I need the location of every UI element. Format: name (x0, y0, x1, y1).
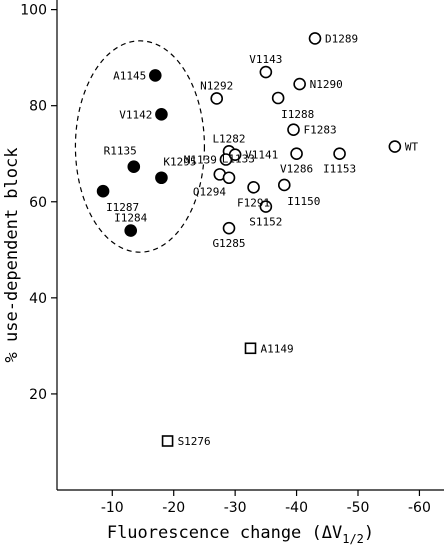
data-label-I1287: I1287 (106, 201, 139, 214)
data-point-A1149 (244, 342, 257, 355)
data-point-S1276 (161, 435, 174, 447)
data-label-Q1294: Q1294 (193, 186, 226, 199)
x-axis-title-main: Fluorescence change (ΔV (107, 523, 342, 543)
data-point-K1295 (155, 171, 168, 185)
data-label-N1290: N1290 (310, 78, 343, 91)
x-axis-title: Fluorescence change (ΔV1/2) (107, 523, 374, 546)
data-label-L1133: L1133 (222, 152, 255, 165)
x-tick-label: -30 (224, 500, 247, 516)
data-point-WT (388, 140, 402, 153)
x-tick-label: -10 (101, 500, 124, 516)
data-label-WT: WT (405, 141, 419, 154)
data-label-V1141: V1141 (245, 149, 278, 162)
data-label-M1139: M1139 (184, 153, 217, 166)
data-label-K1295: K1295 (163, 156, 196, 169)
data-point-Q1294 (222, 171, 236, 185)
data-point-G1285 (222, 221, 236, 235)
data-label-G1285: G1285 (212, 237, 245, 250)
data-point-I1287 (96, 184, 110, 198)
data-point-V1143 (259, 65, 273, 79)
axes (56, 0, 444, 491)
data-point-I1284 (124, 224, 138, 237)
data-label-L1282: L1282 (212, 132, 245, 145)
data-label-V1286: V1286 (280, 163, 313, 176)
data-point-V1141 (228, 148, 242, 161)
x-tick-label: -40 (285, 500, 308, 516)
data-label-R1135: R1135 (104, 145, 137, 158)
data-point-D1289 (308, 32, 322, 45)
data-label-S1152: S1152 (249, 216, 282, 229)
y-axis-title: % use-dependent block (2, 148, 22, 363)
tick-group: -10 -20 -30 -40 -50 -60 20 40 60 80 100 (20, 3, 431, 516)
y-tick-label: 20 (29, 387, 47, 403)
x-axis-title-subscript: 1/2 (342, 532, 364, 546)
data-point-V1142 (155, 108, 168, 121)
data-label-A1149: A1149 (261, 342, 294, 355)
x-tick-label: -60 (408, 500, 431, 516)
data-label-S1276: S1276 (178, 435, 211, 448)
x-tick-label: -50 (347, 500, 370, 516)
x-axis-title-close: ) (364, 523, 374, 543)
data-point-I1150 (277, 178, 291, 192)
data-point-A1145 (148, 69, 162, 82)
data-point-R1135 (127, 160, 141, 173)
data-label-D1289: D1289 (325, 32, 358, 45)
data-point-N1292 (210, 92, 224, 105)
data-point-I1153 (333, 147, 346, 161)
y-tick-label: 80 (29, 99, 47, 115)
data-point-F1291 (247, 181, 260, 194)
highlight-region-group (74, 40, 206, 253)
y-tick-label: 40 (29, 291, 47, 307)
data-label-F1291: F1291 (237, 196, 270, 209)
data-label-A1145: A1145 (113, 69, 146, 82)
data-label-N1292: N1292 (200, 79, 233, 92)
data-label-V1143: V1143 (249, 53, 282, 66)
y-tick-label: 100 (20, 3, 47, 19)
data-label-V1142: V1142 (119, 108, 152, 121)
marker-group (96, 32, 402, 447)
data-label-I1153: I1153 (323, 163, 356, 176)
x-tick-label: -20 (162, 500, 185, 516)
data-point-S1152 (259, 200, 273, 213)
data-label-F1283: F1283 (304, 124, 337, 137)
data-label-I1284: I1284 (114, 212, 147, 225)
data-point-F1283 (287, 123, 300, 137)
data-point-N1290 (293, 77, 306, 91)
data-label-I1150: I1150 (287, 195, 320, 208)
data-point-V1286 (290, 147, 303, 161)
data-label-I1288: I1288 (281, 108, 314, 121)
highlight-ellipse (74, 40, 206, 253)
data-point-I1288 (271, 91, 285, 105)
y-tick-label: 60 (29, 195, 47, 211)
